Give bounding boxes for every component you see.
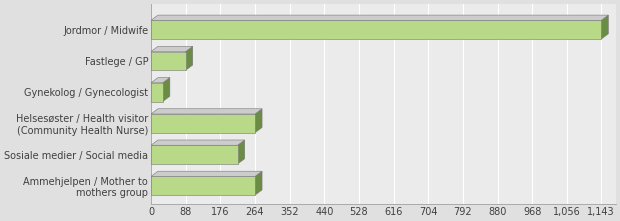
Polygon shape xyxy=(185,46,193,70)
Polygon shape xyxy=(255,171,262,195)
Polygon shape xyxy=(151,78,170,83)
Bar xyxy=(151,145,237,164)
Polygon shape xyxy=(255,109,262,133)
Polygon shape xyxy=(151,109,262,114)
Polygon shape xyxy=(151,140,245,145)
Polygon shape xyxy=(163,78,170,101)
Polygon shape xyxy=(151,15,608,20)
Bar xyxy=(151,176,255,195)
Polygon shape xyxy=(151,46,193,51)
Polygon shape xyxy=(237,140,245,164)
Bar xyxy=(151,83,163,101)
Polygon shape xyxy=(151,171,262,176)
Bar xyxy=(151,20,601,39)
Polygon shape xyxy=(601,15,608,39)
Bar xyxy=(151,114,255,133)
Bar xyxy=(151,51,185,70)
